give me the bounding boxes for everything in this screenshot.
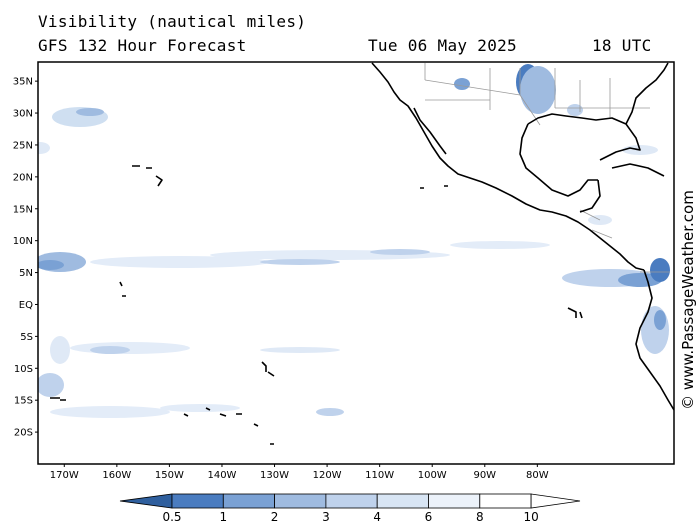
longitude-axis: 170W 160W 150W 140W 130W 120W 110W 100W 90W 80W xyxy=(50,464,549,481)
lon-tick-label: 110W xyxy=(365,470,394,481)
lat-tick-label: 15S xyxy=(14,396,33,407)
lat-tick-label: 15N xyxy=(13,204,33,215)
lat-tick-label: 20S xyxy=(14,428,33,439)
colorbar-label: 0.5 xyxy=(162,510,181,524)
lon-tick-label: 170W xyxy=(50,470,79,481)
lon-tick-label: 120W xyxy=(313,470,342,481)
lat-tick-label: 25N xyxy=(13,140,33,151)
colorbar-label: 3 xyxy=(322,510,330,524)
visibility-shading xyxy=(38,64,670,418)
lon-tick-label: 140W xyxy=(207,470,236,481)
colorbar-label: 1 xyxy=(219,510,227,524)
forecast-subtitle: GFS 132 Hour Forecast xyxy=(38,36,247,55)
colorbar-under-triangle xyxy=(119,493,173,509)
forecast-time: 18 UTC xyxy=(592,36,652,55)
colorbar-segment xyxy=(274,493,327,509)
lat-tick-label: EQ xyxy=(19,300,33,311)
colorbar-segment xyxy=(325,493,378,509)
colorbar-segment xyxy=(428,493,481,509)
colorbar-label: 10 xyxy=(523,510,538,524)
lat-tick-label: 5N xyxy=(19,268,33,279)
lat-tick-label: 5S xyxy=(20,332,33,343)
lon-tick-label: 130W xyxy=(260,470,289,481)
lat-tick-label: 30N xyxy=(13,109,33,120)
coastlines xyxy=(50,62,674,445)
lon-tick-label: 150W xyxy=(155,470,184,481)
colorbar-label: 2 xyxy=(271,510,279,524)
credit-watermark: © www.PassageWeather.com xyxy=(679,190,697,410)
lat-tick-label: 20N xyxy=(13,172,33,183)
colorbar-segment xyxy=(479,493,532,509)
colorbar-over-triangle xyxy=(530,493,581,509)
colorbar-label: 8 xyxy=(476,510,484,524)
colorbar-label: 6 xyxy=(425,510,433,524)
colorbar-segment xyxy=(171,493,224,509)
colorbar: 0.5 1 2 3 4 6 8 10 xyxy=(119,493,581,524)
lat-tick-label: 35N xyxy=(13,77,33,88)
latitude-axis: 35N 30N 25N 20N 15N 10N 5N EQ 5S 10S 15S 20S xyxy=(13,77,38,439)
lon-tick-label: 90W xyxy=(473,470,496,481)
lon-tick-label: 100W xyxy=(418,470,447,481)
map-title: Visibility (nautical miles) xyxy=(38,12,307,31)
forecast-date: Tue 06 May 2025 xyxy=(368,36,517,55)
colorbar-segment xyxy=(376,493,429,509)
colorbar-segment xyxy=(222,493,276,509)
lon-tick-label: 80W xyxy=(526,470,549,481)
lat-tick-label: 10N xyxy=(13,236,33,247)
lon-tick-label: 160W xyxy=(102,470,131,481)
colorbar-label: 4 xyxy=(373,510,381,524)
lat-tick-label: 10S xyxy=(14,364,33,375)
map-frame xyxy=(37,61,675,465)
